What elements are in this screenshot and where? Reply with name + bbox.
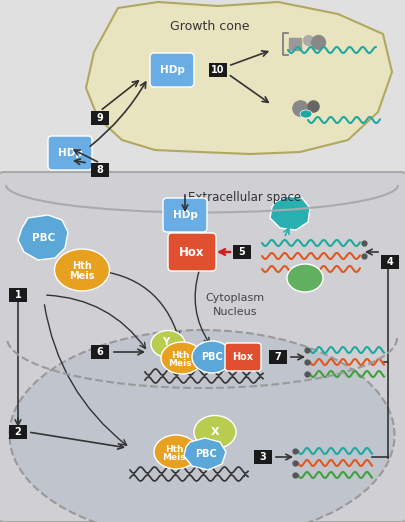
Ellipse shape	[151, 330, 185, 358]
FancyBboxPatch shape	[9, 425, 27, 439]
Text: 6: 6	[97, 347, 103, 357]
Text: X: X	[211, 427, 220, 437]
Polygon shape	[184, 438, 226, 470]
FancyBboxPatch shape	[254, 450, 272, 464]
Text: PBC: PBC	[195, 449, 217, 459]
Text: Meis: Meis	[168, 360, 192, 369]
FancyBboxPatch shape	[381, 255, 399, 269]
Text: Cytoplasm: Cytoplasm	[205, 293, 264, 303]
Text: PBC: PBC	[201, 352, 223, 362]
Ellipse shape	[154, 435, 198, 469]
Text: HDp: HDp	[173, 210, 198, 220]
Text: 8: 8	[96, 165, 103, 175]
Ellipse shape	[192, 341, 232, 373]
Text: Extracellular space: Extracellular space	[188, 192, 302, 205]
Ellipse shape	[287, 264, 323, 292]
FancyBboxPatch shape	[91, 163, 109, 177]
Text: Meis: Meis	[69, 271, 95, 281]
FancyBboxPatch shape	[269, 350, 287, 364]
FancyBboxPatch shape	[168, 233, 216, 271]
Polygon shape	[18, 215, 68, 260]
Ellipse shape	[300, 110, 312, 118]
Text: HDp: HDp	[160, 65, 184, 75]
Text: Hox: Hox	[232, 352, 254, 362]
Text: 3: 3	[260, 452, 266, 462]
Text: 9: 9	[97, 113, 103, 123]
FancyBboxPatch shape	[91, 345, 109, 359]
FancyBboxPatch shape	[91, 111, 109, 125]
FancyBboxPatch shape	[9, 288, 27, 302]
FancyBboxPatch shape	[0, 172, 405, 522]
Text: 1: 1	[15, 290, 21, 300]
FancyBboxPatch shape	[225, 343, 261, 371]
Ellipse shape	[161, 342, 203, 374]
Text: Hth: Hth	[165, 445, 183, 454]
Text: HDp: HDp	[58, 148, 83, 158]
Text: 5: 5	[239, 247, 245, 257]
Text: Growth cone: Growth cone	[170, 20, 250, 33]
Ellipse shape	[55, 249, 109, 291]
Text: 4: 4	[387, 257, 393, 267]
Text: Nucleus: Nucleus	[213, 307, 257, 317]
Ellipse shape	[9, 330, 394, 522]
Text: Meis: Meis	[162, 454, 186, 462]
Text: Hth: Hth	[72, 261, 92, 271]
Text: Hox: Hox	[179, 245, 205, 258]
Ellipse shape	[194, 416, 236, 448]
Text: PBC: PBC	[32, 233, 55, 243]
Text: Y: Y	[162, 337, 170, 347]
FancyBboxPatch shape	[48, 136, 92, 170]
Polygon shape	[270, 196, 310, 230]
FancyBboxPatch shape	[150, 53, 194, 87]
Text: 7: 7	[275, 352, 281, 362]
Text: 10: 10	[211, 65, 225, 75]
Text: Hth: Hth	[171, 350, 189, 360]
Polygon shape	[86, 2, 392, 154]
FancyBboxPatch shape	[233, 245, 251, 259]
FancyBboxPatch shape	[209, 63, 227, 77]
Text: 2: 2	[15, 427, 21, 437]
FancyBboxPatch shape	[163, 198, 207, 232]
